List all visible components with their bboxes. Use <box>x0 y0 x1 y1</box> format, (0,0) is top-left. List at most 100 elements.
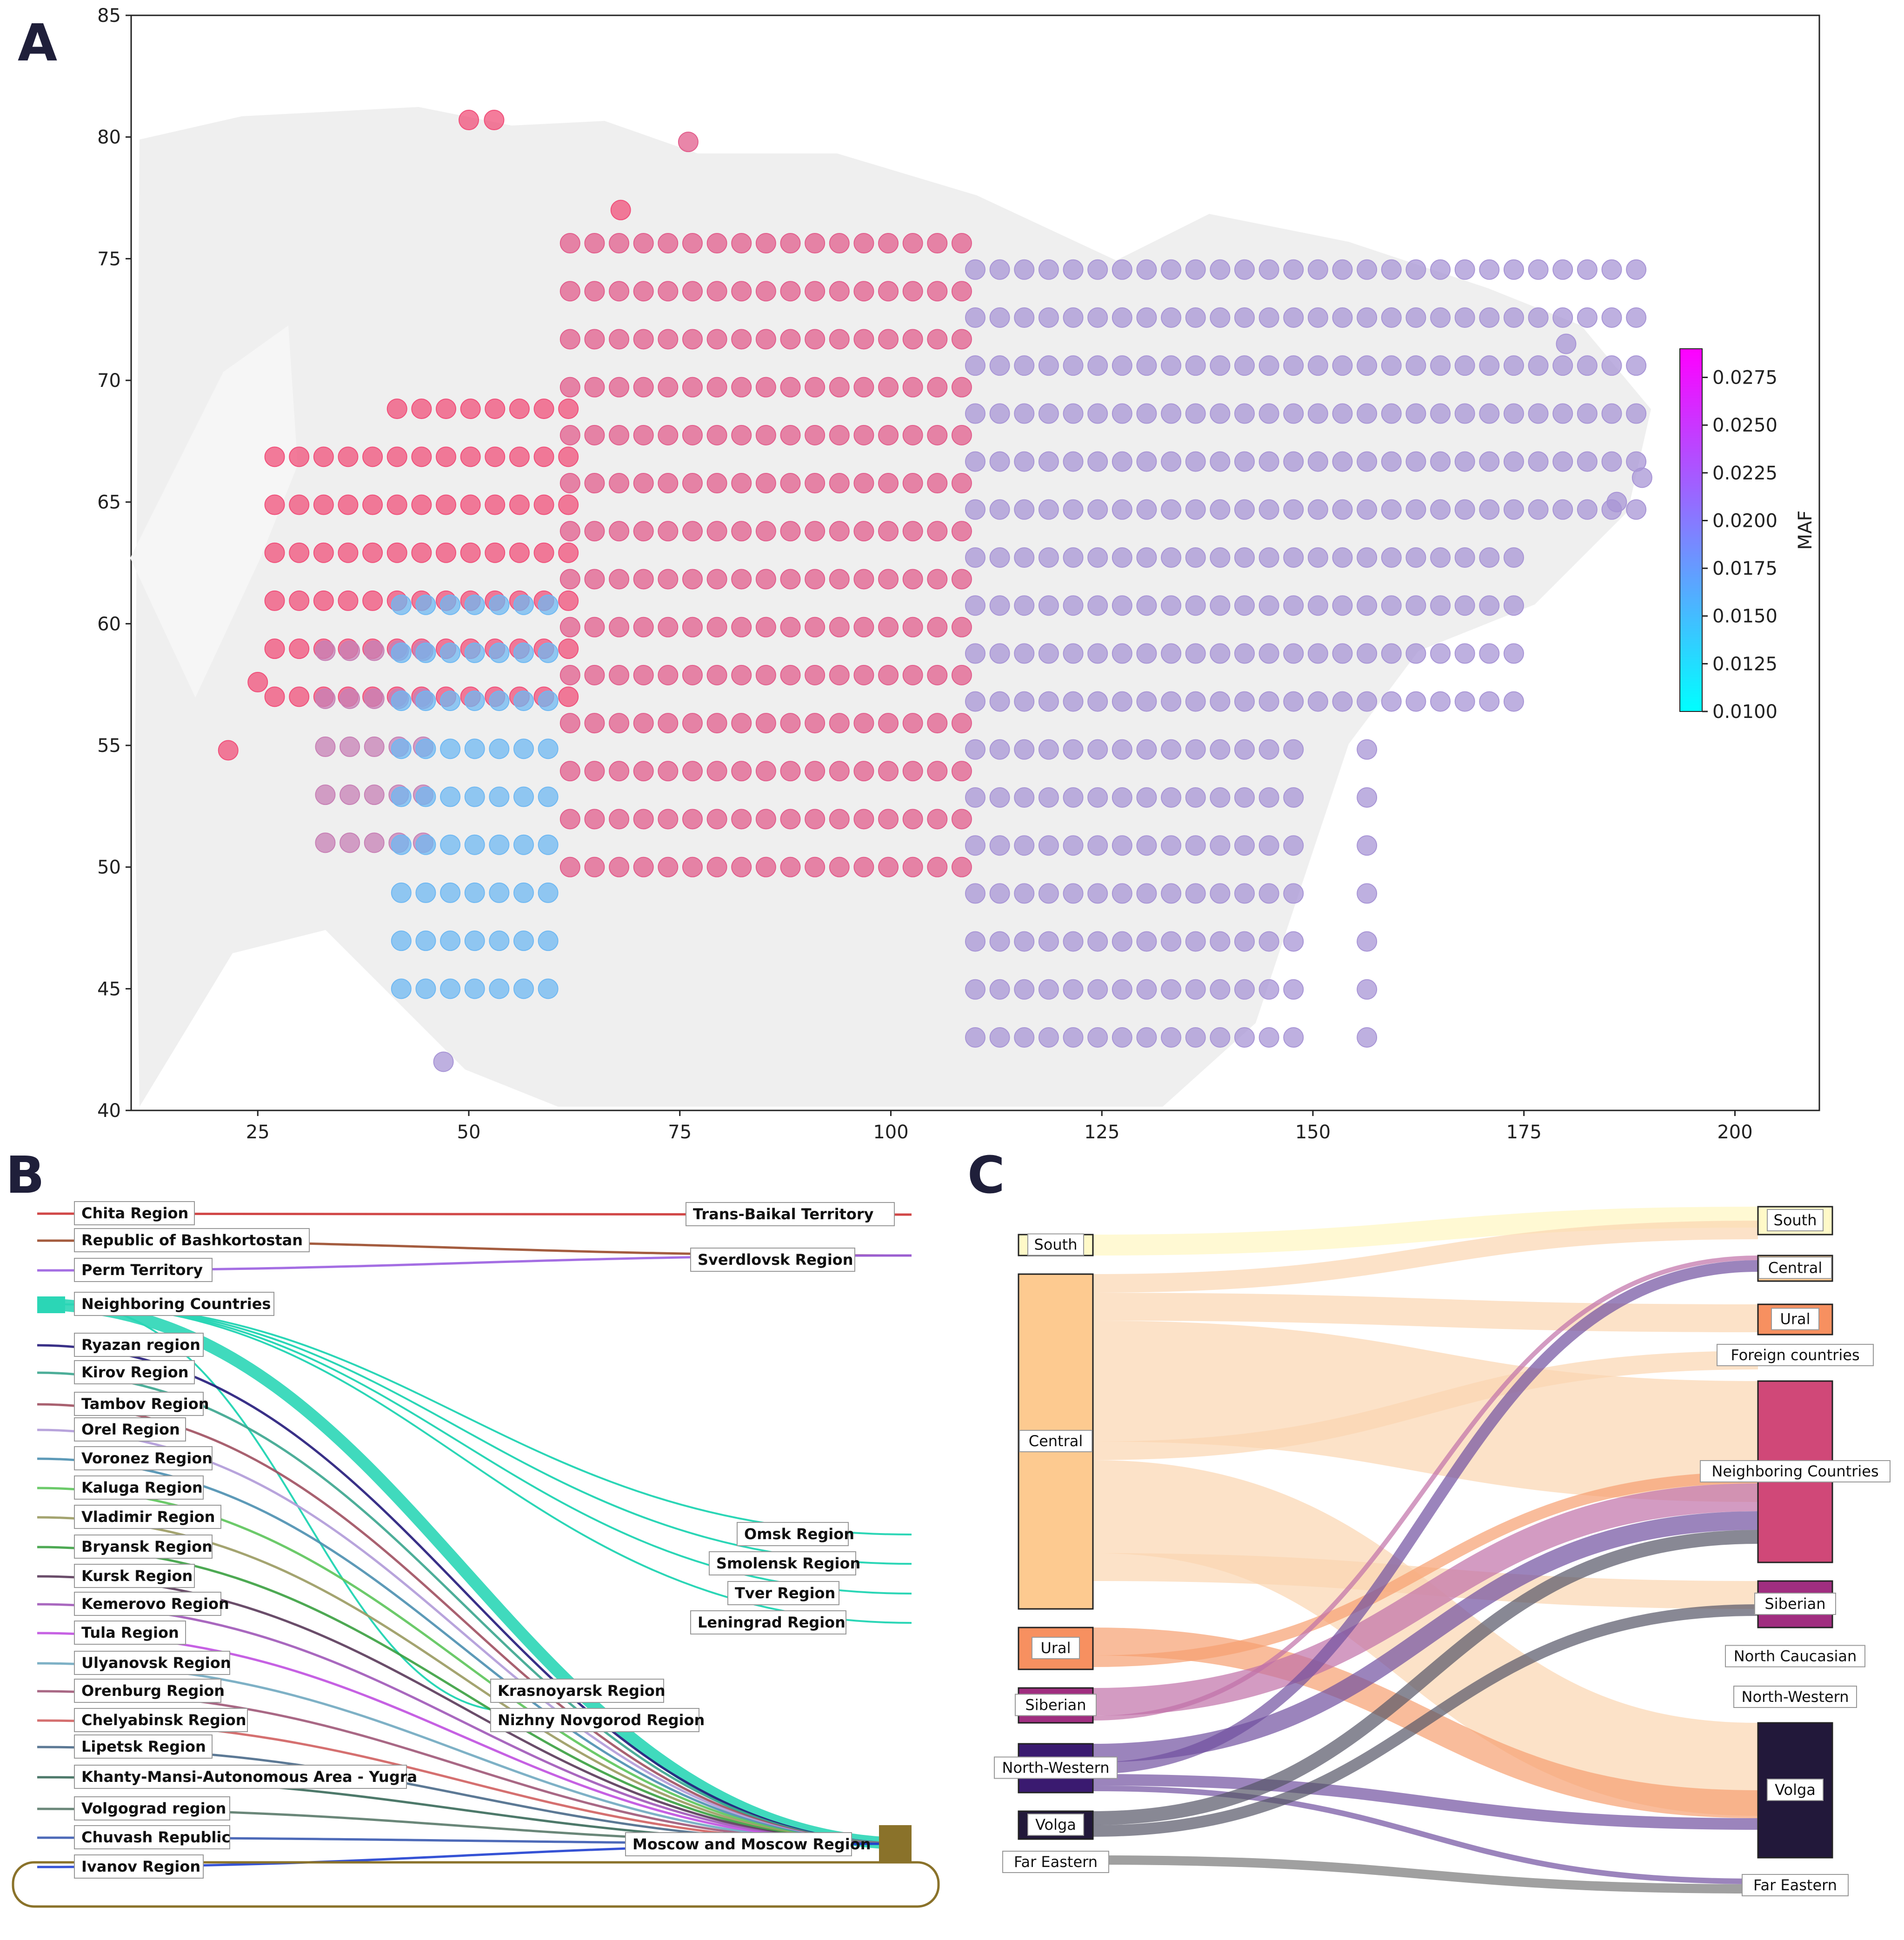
node-label-kirov-region: Kirov Region <box>74 1360 195 1384</box>
maf-point <box>1332 691 1353 712</box>
maf-point <box>805 233 826 254</box>
maf-point <box>609 377 630 398</box>
maf-point <box>1234 691 1255 712</box>
colorbar-tick-label: 0.0100 <box>1712 701 1778 723</box>
maf-point <box>440 691 461 711</box>
maf-point <box>1161 931 1182 952</box>
maf-point <box>538 642 559 663</box>
maf-point <box>902 664 923 685</box>
maf-point <box>731 713 752 734</box>
maf-point <box>989 691 1010 712</box>
maf-point <box>1087 835 1108 856</box>
maf-point <box>853 473 874 494</box>
maf-point <box>340 688 360 709</box>
colorbar-tick-label: 0.0250 <box>1712 415 1778 436</box>
maf-point <box>1136 547 1157 568</box>
maf-point <box>633 761 654 782</box>
maf-point <box>682 713 703 734</box>
link-central-to-ural <box>1092 1293 1758 1332</box>
maf-point <box>1063 643 1084 664</box>
node-label-box <box>737 1522 849 1546</box>
maf-point <box>584 809 605 830</box>
maf-point <box>853 569 874 590</box>
maf-point <box>902 473 923 494</box>
node-label-text: North-Western <box>1002 1759 1110 1777</box>
maf-point <box>1112 451 1132 472</box>
maf-point <box>1112 595 1132 616</box>
node-label-tambov-region: Tambov Region <box>74 1392 209 1416</box>
maf-point <box>965 883 985 904</box>
maf-point <box>1307 307 1328 328</box>
maf-point <box>1014 403 1035 424</box>
node-label-text: Ural <box>1780 1310 1810 1328</box>
maf-point <box>1210 691 1231 712</box>
maf-point <box>538 594 559 615</box>
node-label-box <box>74 1651 230 1675</box>
maf-point <box>1210 739 1231 760</box>
maf-point <box>313 590 334 611</box>
panel-b-letter: B <box>6 1145 45 1205</box>
maf-point <box>951 473 972 494</box>
node-label-text: Republic of Bashkortostan <box>81 1231 303 1249</box>
maf-point <box>1063 499 1084 520</box>
maf-point <box>682 377 703 398</box>
maf-point <box>1014 979 1035 1000</box>
maf-point <box>558 686 579 707</box>
maf-point <box>1234 883 1255 904</box>
maf-point <box>1381 451 1402 472</box>
maf-point <box>1087 595 1108 616</box>
maf-point <box>1307 643 1328 664</box>
maf-point <box>658 664 679 685</box>
maf-point <box>1454 259 1475 280</box>
maf-point <box>853 761 874 782</box>
maf-point <box>1087 355 1108 376</box>
maf-point <box>464 930 485 951</box>
maf-point <box>1503 355 1524 376</box>
maf-point <box>1577 355 1598 376</box>
maf-point <box>951 569 972 590</box>
maf-point <box>264 542 285 563</box>
maf-point <box>1479 691 1500 712</box>
maf-point <box>362 590 383 611</box>
maf-point <box>513 691 534 711</box>
maf-point <box>1112 931 1132 952</box>
maf-point <box>362 494 383 515</box>
maf-point <box>340 784 360 805</box>
node-label-text: Trans-Baikal Territory <box>693 1205 874 1223</box>
node-label-box <box>625 1832 852 1856</box>
maf-point <box>1210 979 1231 1000</box>
maf-point <box>1283 307 1304 328</box>
maf-point <box>1430 307 1451 328</box>
maf-point <box>559 233 580 254</box>
maf-point <box>538 786 559 807</box>
y-tick-label: 85 <box>97 5 121 27</box>
maf-point <box>391 594 412 615</box>
maf-point <box>558 446 579 467</box>
maf-point <box>1161 739 1182 760</box>
maf-point <box>558 494 579 515</box>
maf-point <box>559 617 580 638</box>
maf-point <box>927 329 948 350</box>
maf-point <box>1161 691 1182 712</box>
maf-point <box>1258 307 1279 328</box>
maf-point <box>1234 643 1255 664</box>
maf-point <box>682 761 703 782</box>
maf-point <box>755 713 776 734</box>
maf-point <box>927 569 948 590</box>
maf-point <box>965 259 985 280</box>
maf-point <box>1136 451 1157 472</box>
maf-point <box>706 521 727 542</box>
maf-point <box>1626 499 1647 520</box>
maf-point <box>513 786 534 807</box>
node-label-box <box>1002 1851 1109 1873</box>
maf-point <box>853 329 874 350</box>
maf-point <box>1332 547 1353 568</box>
maf-point <box>264 446 285 467</box>
maf-point <box>1112 739 1132 760</box>
colorbar-tick-label: 0.0225 <box>1712 463 1778 484</box>
maf-point <box>1405 595 1426 616</box>
maf-point <box>1112 355 1132 376</box>
maf-point <box>1063 883 1084 904</box>
maf-point <box>609 569 630 590</box>
node-label-text: Neighboring Countries <box>1711 1462 1878 1480</box>
